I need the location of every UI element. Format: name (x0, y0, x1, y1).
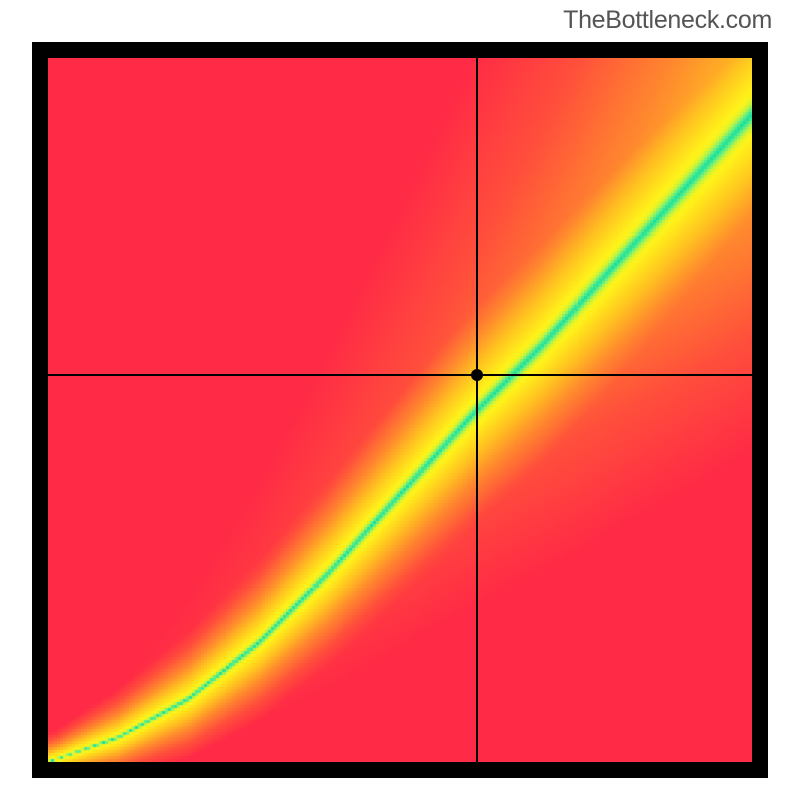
crosshair-horizontal (48, 374, 752, 376)
crosshair-vertical (476, 58, 478, 762)
watermark-text: TheBottleneck.com (563, 6, 772, 35)
heatmap-canvas (48, 58, 752, 762)
plot-area (32, 42, 768, 778)
figure-container: TheBottleneck.com (0, 0, 800, 800)
